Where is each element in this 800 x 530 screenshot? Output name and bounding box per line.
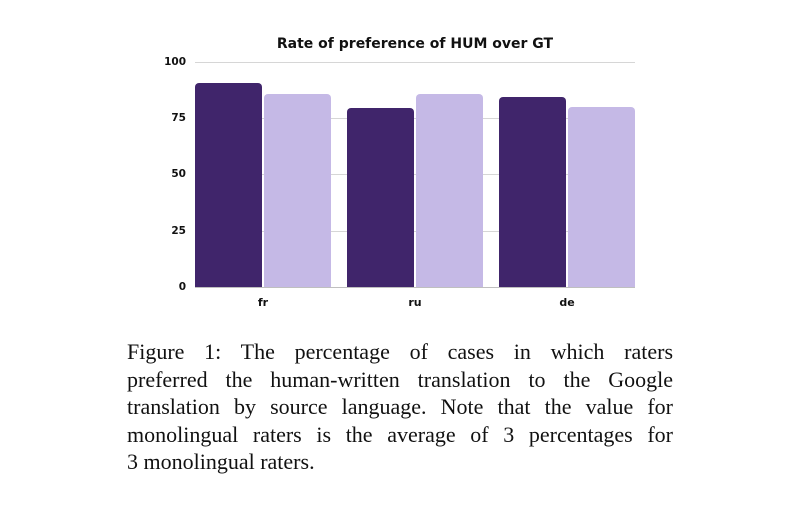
gridline-100 <box>195 62 635 63</box>
gridline-25 <box>195 231 635 232</box>
y-tick-0: 0 <box>178 281 186 293</box>
x-tick-de: de <box>559 296 575 309</box>
bar-ru-series-light <box>416 93 483 287</box>
caption-line: preferred the human-written translation … <box>127 366 673 392</box>
y-tick-25: 25 <box>171 225 186 237</box>
bar-fr-series-dark <box>195 82 262 287</box>
chart-title: Rate of preference of HUM over GT <box>276 36 554 52</box>
gridline-50 <box>195 174 635 175</box>
x-axis-baseline <box>195 287 635 288</box>
gridline-75 <box>195 118 635 119</box>
bar-chart: Rate of preference of HUM over GT 100 75… <box>164 36 635 309</box>
caption-line: 3 monolingual raters. <box>127 449 315 474</box>
caption-line: Figure 1: The percentage of cases in whi… <box>127 339 673 364</box>
caption-line: monolingual raters is the average of 3 p… <box>127 421 673 447</box>
bar-ru-series-dark <box>347 107 414 287</box>
x-tick-ru: ru <box>408 296 422 309</box>
bar-de-series-dark <box>499 97 566 287</box>
y-tick-75: 75 <box>171 112 186 124</box>
bar-fr-series-light <box>264 93 331 287</box>
x-tick-fr: fr <box>257 296 269 309</box>
caption-line: translation by source language. Note tha… <box>127 394 673 419</box>
bar-de-series-light <box>568 107 635 287</box>
figure-caption: Figure 1: The percentage of cases in whi… <box>127 338 673 476</box>
y-tick-50: 50 <box>171 168 186 180</box>
y-tick-100: 100 <box>164 56 186 68</box>
